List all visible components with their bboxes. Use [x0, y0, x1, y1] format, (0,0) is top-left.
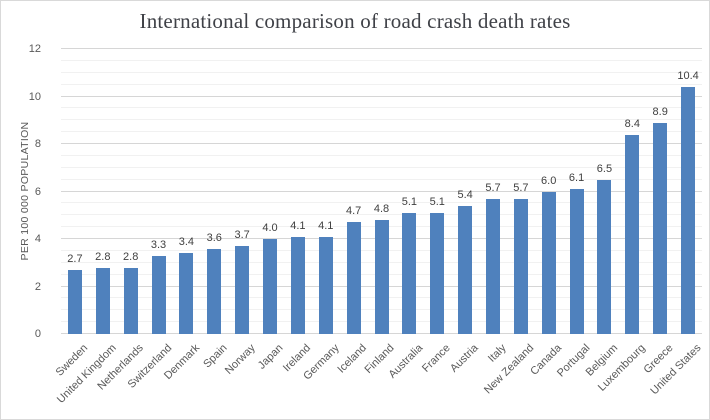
data-label: 6.1 [568, 172, 585, 185]
data-label: 3.7 [234, 229, 250, 242]
minor-gridline [61, 83, 702, 85]
plot-area: 2.7 2.8 2.8 3.3 3.4 3.6 3.7 4.0 4.1 4.1 4.7 4.8 5.1 5… [61, 48, 702, 334]
bar-france [430, 212, 445, 334]
bar-denmark [179, 253, 194, 334]
data-label: 2.7 [67, 252, 83, 265]
y-tick-label: 2 [34, 280, 41, 293]
bar-iceland [346, 222, 361, 334]
bar-austria [458, 205, 473, 334]
bar-italy [485, 198, 500, 334]
minor-gridline [61, 202, 702, 204]
data-label: 5.7 [485, 181, 501, 194]
data-label: 8.4 [624, 117, 640, 130]
data-label: 2.8 [95, 250, 111, 263]
bar-switzerland [151, 255, 166, 334]
data-label: 4.0 [262, 222, 278, 234]
bar-united-states [681, 87, 696, 334]
bar-australia [402, 212, 417, 334]
minor-gridline [61, 59, 702, 61]
data-label: 4.8 [373, 203, 390, 215]
bar-ireland [290, 236, 305, 334]
major-gridline [61, 143, 702, 144]
bar-luxembourg [625, 134, 640, 334]
category-label: United States [648, 342, 704, 398]
data-label: 5.4 [457, 188, 473, 201]
bar-norway [235, 246, 250, 334]
data-label: 10.4 [677, 70, 699, 82]
data-label: 6.5 [596, 162, 613, 175]
data-label: 5.1 [401, 195, 418, 208]
bar-japan [263, 239, 278, 334]
data-label: 5.1 [429, 195, 445, 208]
data-label: 3.4 [178, 236, 195, 249]
major-gridline [61, 190, 702, 192]
data-label: 5.7 [513, 181, 529, 194]
bar-germany [318, 236, 333, 334]
minor-gridline [61, 107, 702, 109]
bar-netherlands [123, 267, 138, 334]
y-tick-label: 12 [28, 43, 41, 55]
minor-gridline [61, 71, 702, 73]
y-tick-label: 8 [34, 138, 41, 150]
category-label: Iceland [335, 342, 370, 376]
bar-sweden [67, 269, 82, 334]
bar-greece [653, 122, 668, 334]
data-label: 4.1 [318, 219, 334, 232]
data-label: 2.8 [123, 250, 139, 263]
y-axis-tick-labels: 0 2 4 6 8 10 12 [1, 43, 51, 340]
bar-united-kingdom [95, 267, 110, 334]
minor-gridline [61, 178, 702, 180]
minor-gridline [61, 214, 702, 216]
major-gridline [61, 48, 702, 49]
data-label: 6.0 [541, 174, 557, 187]
data-label: 8.9 [652, 105, 668, 118]
data-label: 3.6 [206, 231, 222, 244]
category-label: Norway [222, 342, 258, 377]
major-gridline [61, 95, 702, 97]
category-label: Japan [255, 342, 286, 372]
bar-new-zealand [513, 198, 528, 334]
bar-belgium [597, 179, 612, 334]
bar-canada [541, 191, 556, 334]
bar-finland [374, 220, 389, 334]
bar-spain [207, 248, 222, 334]
x-axis-category-labels: Sweden United Kingdom Netherlands Switzerla… [54, 336, 704, 418]
data-label: 3.3 [150, 238, 167, 251]
category-label: Italy [485, 342, 509, 365]
chart-title: International comparison of road crash d… [139, 9, 571, 33]
y-tick-label: 10 [28, 90, 41, 103]
data-label: 4.7 [345, 205, 362, 218]
minor-gridline [61, 166, 702, 168]
y-tick-label: 6 [34, 185, 41, 198]
category-label: France [420, 342, 453, 375]
y-tick-label: 4 [34, 233, 41, 245]
category-label: Austria [447, 342, 481, 375]
minor-gridline [61, 154, 702, 156]
bar-portugal [569, 189, 584, 334]
minor-gridline [61, 131, 702, 133]
data-label: 4.1 [290, 219, 306, 232]
y-tick-label: 0 [34, 328, 41, 340]
minor-gridline [61, 119, 702, 121]
